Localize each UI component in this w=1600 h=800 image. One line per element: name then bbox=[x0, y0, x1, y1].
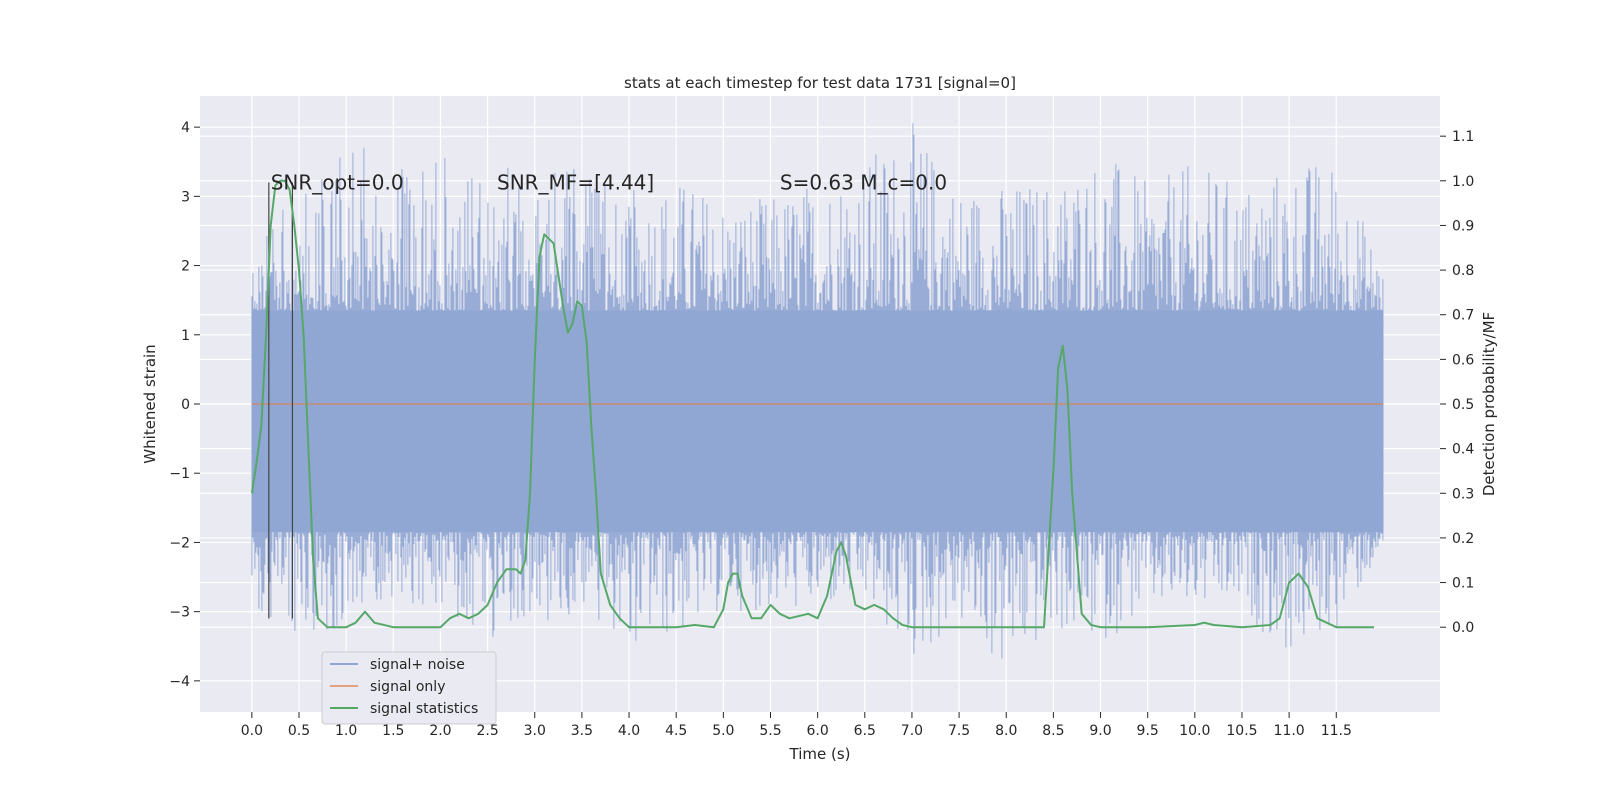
signal-statistics-line bbox=[250, 179, 1374, 629]
annotation-s-mc: S=0.63 M_c=0.0 bbox=[780, 170, 947, 194]
signal-statistics-series bbox=[250, 179, 1374, 629]
annotation-snr-mf: SNR_MF=[4.44] bbox=[497, 170, 654, 194]
y2-axis-label: Detection probability/MF bbox=[1480, 312, 1498, 496]
y-tick-label-3: −1 bbox=[169, 466, 190, 482]
y-tick-label-5: 1 bbox=[181, 328, 190, 344]
x-tick-label-5: 2.5 bbox=[476, 723, 498, 739]
y-tick-label-4: 0 bbox=[181, 397, 190, 413]
signal-noise-series bbox=[251, 123, 1384, 659]
y2-tick-label-0: 0.0 bbox=[1452, 620, 1474, 636]
y2-tick-label-9: 0.9 bbox=[1452, 218, 1474, 234]
x-tick-label-21: 10.5 bbox=[1226, 723, 1257, 739]
y2-tick-label-7: 0.7 bbox=[1452, 308, 1474, 324]
y-tick-label-7: 3 bbox=[181, 189, 190, 205]
legend-label-signal-statistics: signal statistics bbox=[370, 701, 478, 717]
x-tick-label-17: 8.5 bbox=[1042, 723, 1064, 739]
x-tick-label-15: 7.5 bbox=[948, 723, 970, 739]
legend-label-signal-noise: signal+ noise bbox=[370, 657, 465, 673]
legend: signal+ noise signal only signal statist… bbox=[321, 651, 497, 725]
y2-tick-label-11: 1.1 bbox=[1452, 129, 1474, 145]
x-tick-label-19: 9.5 bbox=[1137, 723, 1159, 739]
chart-title: stats at each timestep for test data 173… bbox=[624, 74, 1016, 92]
x-tick-label-0: 0.0 bbox=[241, 723, 263, 739]
x-tick-label-6: 3.0 bbox=[524, 723, 546, 739]
x-axis-ticks: 0.0 0.5 1.0 1.5 2.0 2.5 3.0 3.5 4.0 4.5 5.0 5.5 6.0 6… bbox=[241, 712, 1352, 739]
y2-tick-label-2: 0.2 bbox=[1452, 531, 1474, 547]
x-tick-label-3: 1.5 bbox=[382, 723, 404, 739]
y2-tick-label-4: 0.4 bbox=[1452, 442, 1474, 458]
x-tick-label-2: 1.0 bbox=[335, 723, 357, 739]
y-tick-label-8: 4 bbox=[181, 120, 190, 136]
legend-label-signal-only: signal only bbox=[370, 679, 445, 695]
y-tick-label-6: 2 bbox=[181, 259, 190, 275]
annotations: SNR_opt=0.0 SNR_MF=[4.44] S=0.63 M_c=0.0 bbox=[271, 170, 947, 194]
x-tick-label-4: 2.0 bbox=[429, 723, 451, 739]
noise-spikes bbox=[251, 123, 1384, 659]
y-axis-left-ticks: −4 −3 −2 −1 0 1 2 3 4 bbox=[169, 120, 200, 690]
x-tick-label-9: 4.5 bbox=[665, 723, 687, 739]
x-tick-label-20: 10.0 bbox=[1179, 723, 1210, 739]
x-tick-label-12: 6.0 bbox=[807, 723, 829, 739]
y2-tick-label-6: 0.6 bbox=[1452, 352, 1474, 368]
legend-box bbox=[321, 651, 497, 725]
x-tick-label-22: 11.0 bbox=[1274, 723, 1305, 739]
y2-tick-label-5: 0.5 bbox=[1452, 397, 1474, 413]
y-tick-label-1: −3 bbox=[169, 605, 190, 621]
y2-tick-label-8: 0.8 bbox=[1452, 263, 1474, 279]
x-tick-label-10: 5.0 bbox=[712, 723, 734, 739]
x-tick-label-13: 6.5 bbox=[854, 723, 876, 739]
y-axis-right-ticks: 0.0 0.1 0.2 0.3 0.4 0.5 0.6 0.7 0.8 0.9 1.0 1.1 bbox=[1440, 129, 1474, 636]
y2-tick-label-1: 0.1 bbox=[1452, 576, 1474, 592]
x-tick-label-7: 3.5 bbox=[571, 723, 593, 739]
x-tick-label-23: 11.5 bbox=[1321, 723, 1352, 739]
x-tick-label-8: 4.0 bbox=[618, 723, 640, 739]
x-axis-label: Time (s) bbox=[789, 745, 851, 763]
y-tick-label-0: −4 bbox=[169, 674, 190, 690]
x-tick-label-18: 9.0 bbox=[1089, 723, 1111, 739]
x-tick-label-1: 0.5 bbox=[288, 723, 310, 739]
annotation-snr-opt: SNR_opt=0.0 bbox=[271, 170, 404, 194]
y-tick-label-2: −2 bbox=[169, 535, 190, 551]
y2-tick-label-10: 1.0 bbox=[1452, 174, 1474, 190]
y2-tick-label-3: 0.3 bbox=[1452, 486, 1474, 502]
x-tick-label-11: 5.5 bbox=[759, 723, 781, 739]
x-tick-label-16: 8.0 bbox=[995, 723, 1017, 739]
x-tick-label-14: 7.0 bbox=[901, 723, 923, 739]
y-axis-label: Whitened strain bbox=[141, 344, 159, 463]
